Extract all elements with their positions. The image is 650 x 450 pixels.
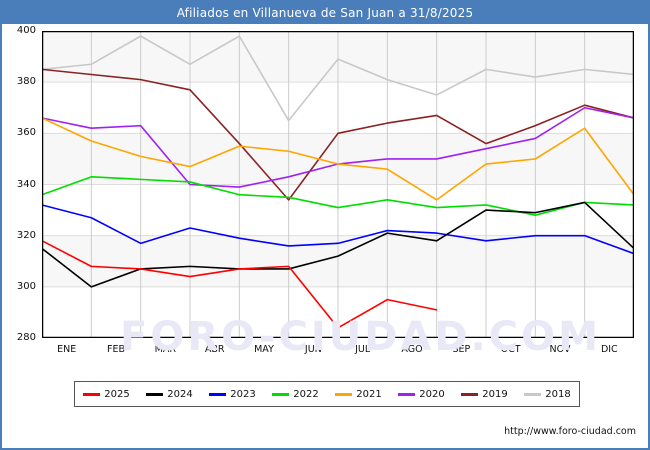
x-axis-tick-label: NOV <box>549 344 571 355</box>
x-axis-tick-label: MAR <box>154 344 176 355</box>
legend-color-swatch <box>524 392 542 396</box>
legend-label: 2022 <box>293 388 319 400</box>
y-axis-tick-label: 340 <box>16 178 36 190</box>
y-axis-tick-label: 380 <box>16 76 36 88</box>
x-axis-tick-label: FEB <box>107 344 125 355</box>
y-axis-tick-label: 280 <box>16 332 36 343</box>
chart-legend: 2025 2024 2023 2022 2021 2020 2019 2018 <box>74 381 580 407</box>
page-title: Afiliados en Villanueva de San Juan a 31… <box>176 6 474 20</box>
x-axis-tick-label: OCT <box>500 344 521 355</box>
legend-label: 2018 <box>545 388 571 400</box>
y-axis-tick-label: 400 <box>16 25 36 36</box>
source-url: http://www.foro-ciudad.com <box>504 426 636 437</box>
x-axis-tick-label: ABR <box>204 344 225 355</box>
legend-label: 2019 <box>482 388 508 400</box>
x-axis-tick-label: JUL <box>355 344 371 355</box>
legend-color-swatch <box>209 392 227 396</box>
x-axis-tick-label: AGO <box>401 344 423 355</box>
x-axis-tick-label: DIC <box>600 344 618 355</box>
legend-item[interactable]: 2020 <box>398 388 445 400</box>
legend-item[interactable]: 2022 <box>272 388 319 400</box>
legend-color-swatch <box>335 392 353 396</box>
legend-item[interactable]: 2018 <box>524 388 571 400</box>
y-axis-tick-label: 300 <box>16 280 36 292</box>
legend-label: 2021 <box>356 388 382 400</box>
x-axis-tick-label: JUN <box>304 344 322 355</box>
legend-item[interactable]: 2021 <box>335 388 382 400</box>
legend-label: 2025 <box>104 388 130 400</box>
legend-color-swatch <box>146 392 164 396</box>
legend-item[interactable]: 2019 <box>461 388 508 400</box>
legend-color-swatch <box>83 392 101 396</box>
x-axis-tick-label: SEP <box>452 344 471 355</box>
legend-color-swatch <box>461 392 479 396</box>
x-axis-tick-label: ENE <box>57 344 77 355</box>
window-title-bar: Afiliados en Villanueva de San Juan a 31… <box>2 2 648 24</box>
legend-color-swatch <box>398 392 416 396</box>
legend-item[interactable]: 2024 <box>146 388 193 400</box>
chart-svg <box>42 31 634 338</box>
legend-label: 2023 <box>230 388 256 400</box>
legend-item[interactable]: 2025 <box>83 388 130 400</box>
plot-area <box>42 31 634 338</box>
legend-label: 2020 <box>419 388 445 400</box>
legend-color-swatch <box>272 392 290 396</box>
legend-item[interactable]: 2023 <box>209 388 256 400</box>
y-axis-tick-label: 360 <box>16 127 36 139</box>
y-axis-tick-label: 320 <box>16 229 36 241</box>
legend-label: 2024 <box>167 388 193 400</box>
x-axis-tick-label: MAY <box>254 344 274 355</box>
